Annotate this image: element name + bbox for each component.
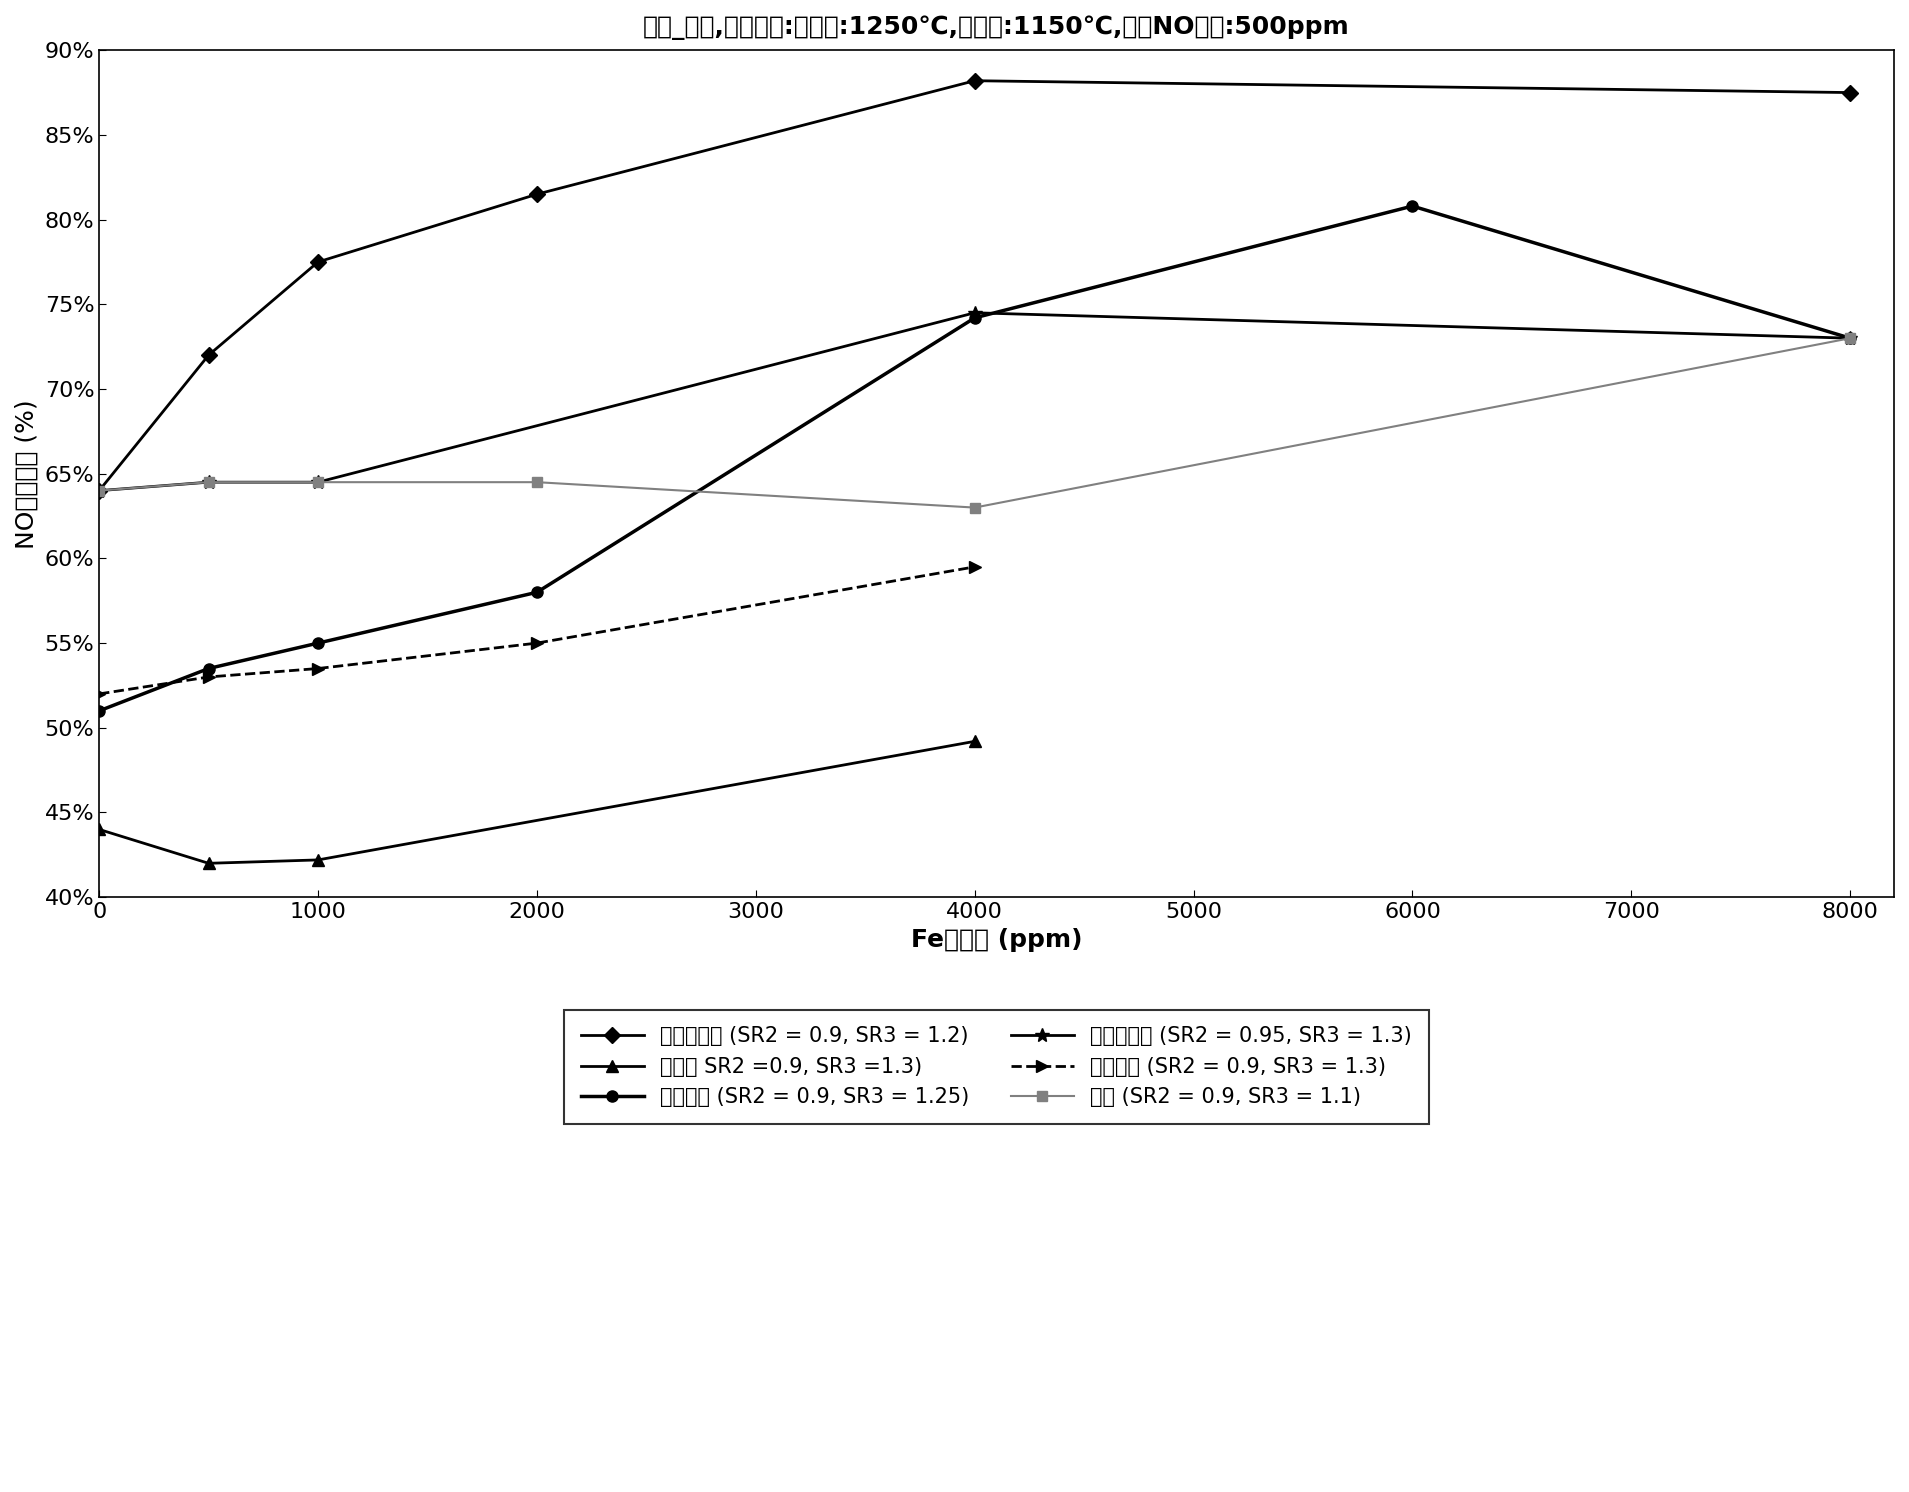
废轮胎胶粉 (SR2 = 0.9, SR3 = 1.2) (525, 185, 548, 203)
Line: 造纸厂污泥 (SR2 = 0.95, SR3 = 1.3): 造纸厂污泥 (SR2 = 0.95, SR3 = 1.3) (92, 306, 1857, 498)
甲烷 (SR2 = 0.9, SR3 = 1.1) (197, 473, 220, 491)
松木锯末 (SR2 = 0.9, SR3 = 1.3) (525, 634, 548, 652)
废轮胎胶粉 (SR2 = 0.9, SR3 = 1.2) (964, 72, 987, 90)
谷物秸秆 (SR2 = 0.9, SR3 = 1.25) (964, 309, 987, 327)
Title: 再燃_燃炬,炉膛温度:再燃段:1250℃,燃炬段:1150℃,进口NO浓度:500ppm: 再燃_燃炬,炉膛温度:再燃段:1250℃,燃炬段:1150℃,进口NO浓度:50… (643, 15, 1350, 40)
造纸厂污泥 (SR2 = 0.95, SR3 = 1.3) (964, 304, 987, 322)
谷物秸秆 (SR2 = 0.9, SR3 = 1.25) (525, 583, 548, 601)
松木锯末 (SR2 = 0.9, SR3 = 1.3) (964, 558, 987, 576)
谷物秸秆 (SR2 = 0.9, SR3 = 1.25) (1401, 197, 1424, 215)
松树皮 SR2 =0.9, SR3 =1.3) (964, 733, 987, 750)
谷物秸秆 (SR2 = 0.9, SR3 = 1.25) (1838, 330, 1861, 348)
X-axis label: Fe的浓度 (ppm): Fe的浓度 (ppm) (911, 928, 1082, 952)
废轮胎胶粉 (SR2 = 0.9, SR3 = 1.2) (307, 254, 330, 272)
Line: 松木锯末 (SR2 = 0.9, SR3 = 1.3): 松木锯末 (SR2 = 0.9, SR3 = 1.3) (94, 561, 979, 700)
废轮胎胶粉 (SR2 = 0.9, SR3 = 1.2) (1838, 84, 1861, 101)
废轮胎胶粉 (SR2 = 0.9, SR3 = 1.2) (88, 482, 111, 500)
Legend: 废轮胎胶粉 (SR2 = 0.9, SR3 = 1.2), 松树皮 SR2 =0.9, SR3 =1.3), 谷物秸秆 (SR2 = 0.9, SR3 = 1.: 废轮胎胶粉 (SR2 = 0.9, SR3 = 1.2), 松树皮 SR2 =0… (565, 1010, 1428, 1123)
谷物秸秆 (SR2 = 0.9, SR3 = 1.25) (88, 701, 111, 719)
甲烷 (SR2 = 0.9, SR3 = 1.1) (525, 473, 548, 491)
Line: 甲烷 (SR2 = 0.9, SR3 = 1.1): 甲烷 (SR2 = 0.9, SR3 = 1.1) (94, 333, 1856, 512)
松树皮 SR2 =0.9, SR3 =1.3) (307, 850, 330, 868)
松木锯末 (SR2 = 0.9, SR3 = 1.3) (307, 659, 330, 677)
松木锯末 (SR2 = 0.9, SR3 = 1.3) (197, 668, 220, 686)
谷物秸秆 (SR2 = 0.9, SR3 = 1.25) (307, 634, 330, 652)
甲烷 (SR2 = 0.9, SR3 = 1.1) (307, 473, 330, 491)
松树皮 SR2 =0.9, SR3 =1.3) (88, 821, 111, 839)
造纸厂污泥 (SR2 = 0.95, SR3 = 1.3) (1838, 330, 1861, 348)
Line: 松树皮 SR2 =0.9, SR3 =1.3): 松树皮 SR2 =0.9, SR3 =1.3) (94, 736, 979, 868)
甲烷 (SR2 = 0.9, SR3 = 1.1) (88, 482, 111, 500)
造纸厂污泥 (SR2 = 0.95, SR3 = 1.3) (88, 482, 111, 500)
松树皮 SR2 =0.9, SR3 =1.3) (197, 855, 220, 873)
Line: 废轮胎胶粉 (SR2 = 0.9, SR3 = 1.2): 废轮胎胶粉 (SR2 = 0.9, SR3 = 1.2) (94, 75, 1856, 497)
Y-axis label: NO脱除效率 (%): NO脱除效率 (%) (15, 398, 38, 549)
造纸厂污泥 (SR2 = 0.95, SR3 = 1.3) (307, 473, 330, 491)
谷物秸秆 (SR2 = 0.9, SR3 = 1.25) (197, 659, 220, 677)
Line: 谷物秸秆 (SR2 = 0.9, SR3 = 1.25): 谷物秸秆 (SR2 = 0.9, SR3 = 1.25) (94, 200, 1856, 716)
甲烷 (SR2 = 0.9, SR3 = 1.1) (1838, 330, 1861, 348)
甲烷 (SR2 = 0.9, SR3 = 1.1) (964, 498, 987, 516)
松木锯末 (SR2 = 0.9, SR3 = 1.3) (88, 685, 111, 703)
造纸厂污泥 (SR2 = 0.95, SR3 = 1.3) (197, 473, 220, 491)
废轮胎胶粉 (SR2 = 0.9, SR3 = 1.2) (197, 346, 220, 364)
